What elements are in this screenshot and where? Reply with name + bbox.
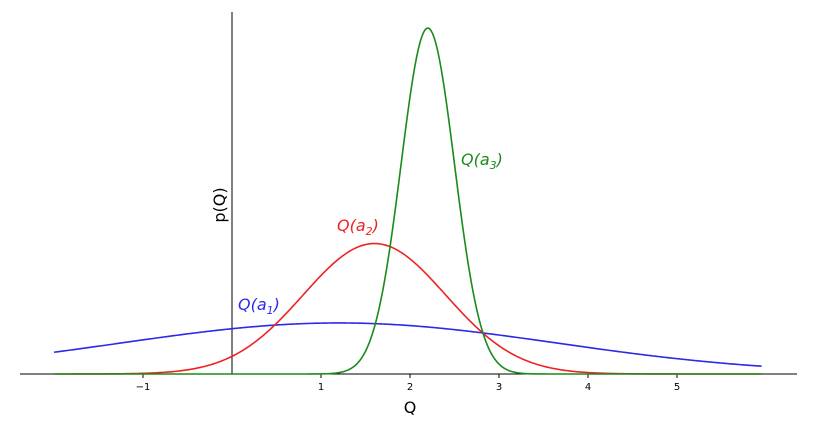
- series-label-1: Q(a1): [238, 295, 280, 317]
- x-tick-label: 1: [318, 382, 324, 393]
- x-ticks: −1 1 2 3 4 5: [136, 374, 680, 393]
- x-tick-label: 4: [585, 382, 591, 393]
- y-axis-title: p(Q): [210, 187, 229, 222]
- x-tick-label: 2: [407, 382, 413, 393]
- curve-labels: Q(a1) Q(a2) Q(a3): [238, 150, 503, 317]
- series-line-2: [54, 242, 762, 375]
- x-tick-label: 3: [496, 382, 502, 393]
- series-line-3: [54, 27, 762, 375]
- x-tick-label: −1: [136, 382, 151, 393]
- series-label-2: Q(a2): [337, 216, 379, 238]
- x-tick-label: 5: [674, 382, 680, 393]
- series-line-1: [53, 322, 762, 368]
- x-axis-title: Q: [404, 398, 417, 417]
- series-label-3: Q(a3): [461, 150, 503, 172]
- curves: [53, 27, 762, 375]
